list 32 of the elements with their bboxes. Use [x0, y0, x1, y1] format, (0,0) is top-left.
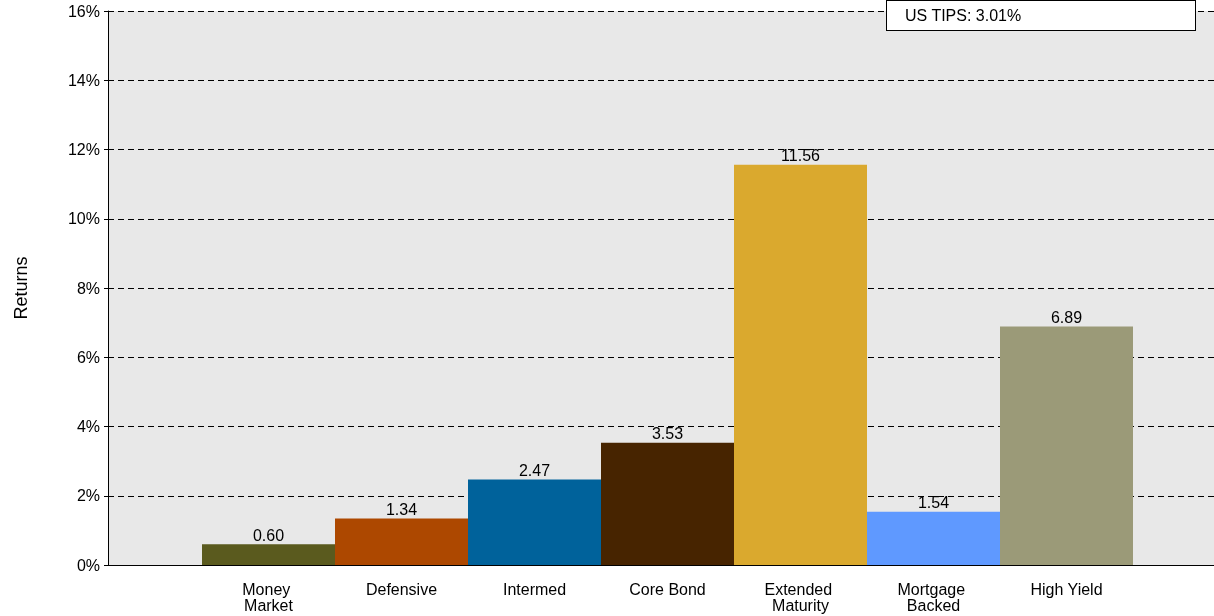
x-tick-label: Mortgage Backed	[897, 580, 970, 614]
y-tick-label: 0%	[76, 556, 100, 574]
y-tick-label: 8%	[76, 279, 100, 297]
data-label: 1.54	[917, 494, 950, 512]
y-tick-label: 4%	[76, 418, 100, 435]
x-tick-label: Core Bond	[629, 580, 706, 598]
bar	[734, 164, 867, 565]
y-tick-label: 12%	[67, 141, 100, 158]
bar	[468, 479, 601, 565]
bar	[867, 511, 1000, 565]
bar	[335, 518, 468, 565]
data-label: 2.47	[518, 461, 551, 479]
data-label: 3.53	[651, 425, 684, 443]
bar	[1000, 326, 1133, 565]
data-label: 6.89	[1050, 308, 1083, 326]
x-tick-label: Intermed	[502, 580, 567, 598]
y-tick-label: 16%	[67, 2, 100, 20]
x-tick-label: Defensive	[365, 580, 438, 598]
x-tick-label: High Yield	[1030, 580, 1103, 598]
y-tick-label: 14%	[67, 71, 100, 89]
data-label: 11.56	[781, 147, 821, 165]
x-tick-label: Extended Maturity	[764, 580, 837, 614]
data-label: 0.60	[252, 526, 285, 544]
y-tick-label: 6%	[76, 348, 100, 366]
bar	[202, 544, 335, 565]
y-axis-title: Returns	[11, 256, 31, 320]
data-label: 1.34	[385, 501, 418, 519]
bar	[601, 442, 734, 565]
y-tick-label: 10%	[67, 210, 100, 228]
note-box: US TIPS: 3.01%	[886, 0, 1196, 31]
y-tick-label: 2%	[76, 487, 100, 505]
x-tick-label: Money Market	[242, 580, 295, 614]
